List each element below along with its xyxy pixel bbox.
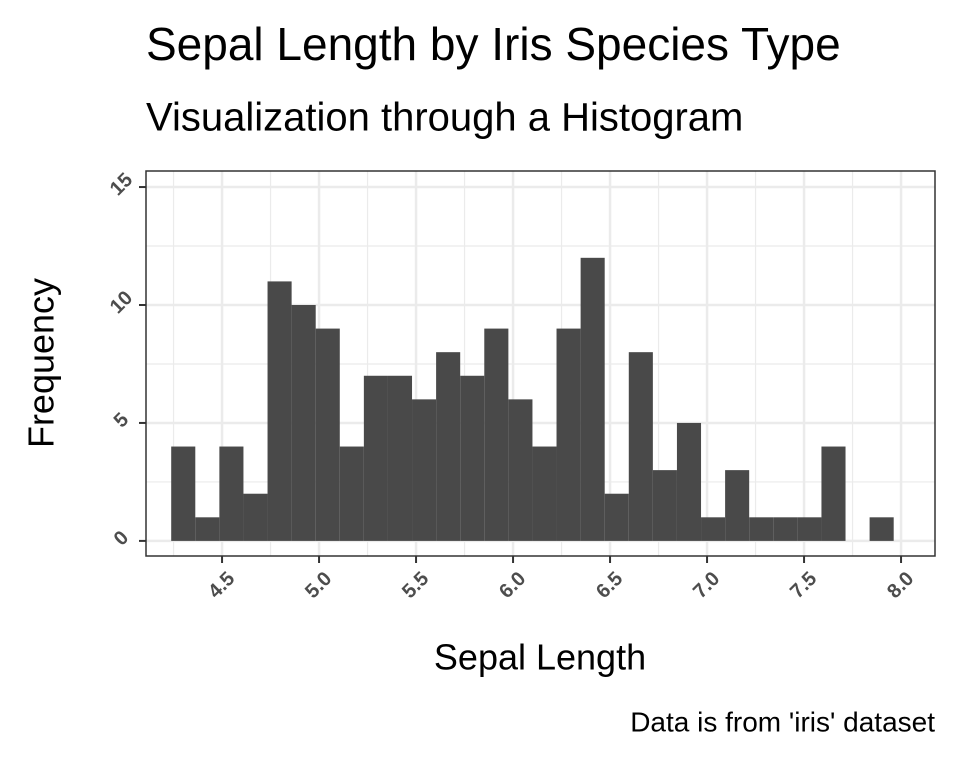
y-tick-label: 10	[106, 287, 137, 318]
bar	[821, 446, 846, 541]
bar	[339, 446, 364, 541]
bar	[363, 375, 388, 541]
y-axis-label: Frequency	[21, 278, 62, 448]
x-tick-label: 6.0	[495, 568, 530, 603]
bar	[291, 304, 316, 541]
bar	[797, 517, 822, 541]
bar	[676, 422, 702, 541]
bar	[436, 352, 461, 541]
x-tick-label: 4.5	[204, 568, 239, 603]
x-tick-label: 8.0	[883, 568, 918, 603]
bar	[628, 352, 653, 541]
x-tick-label: 7.5	[786, 568, 821, 603]
x-tick-label: 7.0	[689, 568, 724, 603]
y-tick-label: 0	[110, 527, 133, 550]
x-tick-label: 5.5	[398, 568, 433, 603]
bar	[484, 328, 509, 541]
bar	[532, 446, 557, 541]
bar	[580, 257, 605, 541]
chart-subtitle: Visualization through a Histogram	[146, 96, 743, 140]
bar	[652, 470, 677, 541]
bar	[749, 517, 774, 541]
bar	[701, 517, 726, 541]
chart-title: Sepal Length by Iris Species Type	[146, 18, 841, 70]
bar	[604, 493, 629, 541]
bar	[195, 517, 220, 541]
x-tick-label: 5.0	[301, 568, 336, 603]
x-axis-label: Sepal Length	[434, 637, 646, 678]
bar	[460, 375, 485, 541]
bar	[773, 517, 798, 541]
bar	[267, 281, 292, 541]
bar	[315, 328, 340, 541]
bar	[412, 399, 437, 541]
x-tick-label: 6.5	[592, 568, 627, 603]
bar	[725, 470, 750, 541]
y-tick-label: 15	[106, 169, 137, 200]
bar	[869, 517, 894, 541]
panel-border	[145, 170, 936, 557]
bar	[556, 328, 581, 541]
bar	[219, 446, 244, 541]
bar	[171, 446, 196, 541]
bar	[387, 375, 413, 541]
caption: Data is from 'iris' dataset	[630, 706, 935, 737]
bar	[243, 493, 268, 541]
bar	[508, 399, 533, 541]
y-tick-label: 5	[110, 409, 133, 432]
